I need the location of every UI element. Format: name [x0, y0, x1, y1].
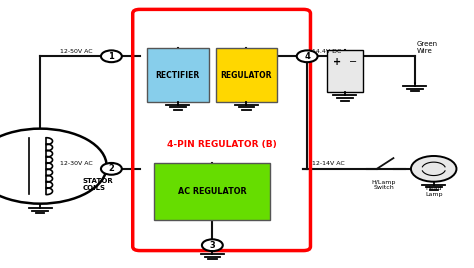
Circle shape: [101, 50, 122, 62]
Text: AC REGULATOR: AC REGULATOR: [178, 187, 246, 196]
Text: 4: 4: [304, 52, 310, 61]
Text: H/Lamp
Switch: H/Lamp Switch: [372, 180, 396, 190]
Circle shape: [297, 50, 318, 62]
Text: 1: 1: [109, 52, 114, 61]
Circle shape: [0, 129, 107, 204]
Text: RECTIFIER: RECTIFIER: [155, 70, 200, 80]
Text: −: −: [348, 57, 357, 66]
Bar: [327, 50, 363, 92]
Text: +: +: [333, 57, 341, 66]
Text: 12-30V AC: 12-30V AC: [60, 161, 93, 166]
Text: 2: 2: [109, 164, 114, 173]
Bar: [154, 163, 270, 220]
Text: 12-50V AC: 12-50V AC: [61, 49, 93, 54]
Circle shape: [411, 156, 456, 182]
Circle shape: [101, 163, 122, 175]
Text: REGULATOR: REGULATOR: [221, 70, 272, 80]
Text: Head
Lamp: Head Lamp: [425, 186, 442, 197]
Text: 14.4V DC: 14.4V DC: [312, 49, 341, 54]
Text: 4-PIN REGULATOR (B): 4-PIN REGULATOR (B): [167, 140, 277, 149]
Circle shape: [202, 239, 223, 251]
Text: Green
Wire: Green Wire: [417, 40, 438, 54]
Text: 3: 3: [210, 241, 215, 250]
Text: 12-14V AC: 12-14V AC: [312, 161, 345, 166]
Text: STATOR
COILS: STATOR COILS: [83, 178, 114, 191]
Bar: [216, 48, 277, 102]
Bar: [147, 48, 209, 102]
